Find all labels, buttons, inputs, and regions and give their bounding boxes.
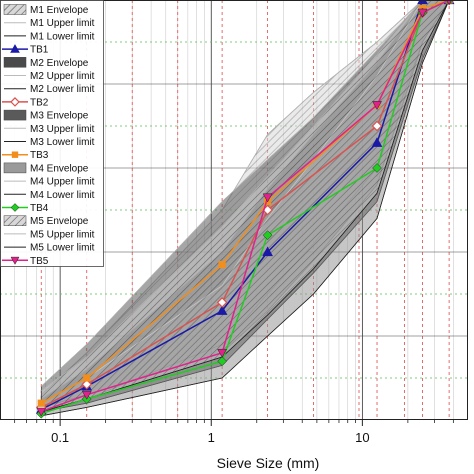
upper-limit-line <box>40 0 450 387</box>
data-point-tb2 <box>216 297 228 308</box>
legend-swatch <box>3 162 27 174</box>
data-point-tb3 <box>83 374 91 382</box>
legend-swatch <box>3 57 27 68</box>
legend: M1 Envelope M1 Upper limit M1 Lower limit T… <box>0 0 104 267</box>
envelope-layer <box>40 0 450 417</box>
legend-swatch <box>3 215 27 226</box>
legend-label: M4 Lower limit <box>30 190 95 201</box>
legend-marker <box>10 256 20 265</box>
legend-label: M5 Envelope <box>30 216 89 227</box>
legend-label: M3 Upper limit <box>30 124 95 135</box>
legend-marker <box>11 151 19 158</box>
legend-label: TB4 <box>30 203 49 214</box>
legend-marker <box>10 44 20 53</box>
x-tick-label: 0.1 <box>51 430 69 445</box>
data-point-tb4 <box>262 230 273 241</box>
legend-marker <box>10 203 20 212</box>
legend-label: TB1 <box>30 45 49 56</box>
data-point-tb1 <box>216 305 228 315</box>
data-point-tb4 <box>217 356 227 367</box>
legend-label: M1 Lower limit <box>30 31 95 42</box>
data-point-tb5 <box>36 407 47 417</box>
data-point-tb5 <box>262 193 273 203</box>
data-point-tb3 <box>37 399 45 407</box>
legend-swatch <box>3 4 27 15</box>
legend-label: M1 Upper limit <box>30 18 95 29</box>
lower-limit-line <box>41 0 450 417</box>
upper-limit-line <box>41 0 450 391</box>
legend-label: M5 Lower limit <box>30 243 95 254</box>
legend-label: M4 Envelope <box>30 163 89 174</box>
series-layer <box>35 0 455 419</box>
data-point-tb4 <box>372 163 382 173</box>
data-point-tb5 <box>372 101 382 111</box>
x-axis-title: Sieve Size (mm) <box>217 455 320 471</box>
legend-label: TB3 <box>30 150 49 161</box>
legend-label: M3 Envelope <box>30 111 89 122</box>
legend-marker <box>10 97 20 107</box>
legend-label: M4 Upper limit <box>30 177 95 188</box>
legend-label: M3 Lower limit <box>30 137 95 148</box>
x-axis: 0.1 1 10 <box>14 420 454 445</box>
data-point-tb5 <box>81 390 92 400</box>
legend-label: M2 Upper limit <box>30 71 95 82</box>
data-point-tb5 <box>417 8 428 18</box>
legend-swatch <box>3 109 27 121</box>
data-point-tb2 <box>371 120 383 132</box>
legend-label: TB2 <box>30 97 49 108</box>
legend-label: M2 Envelope <box>30 58 89 69</box>
legend-label: M5 Upper limit <box>30 229 95 240</box>
x-tick-label: 1 <box>208 430 215 445</box>
data-point-tb1 <box>262 246 273 257</box>
data-point-tb2 <box>81 378 93 390</box>
x-tick-label: 10 <box>355 430 369 445</box>
legend-label: TB5 <box>30 256 49 267</box>
legend-label: M1 Envelope <box>30 5 89 16</box>
data-point-tb3 <box>218 261 226 269</box>
data-point-tb1 <box>371 137 383 147</box>
legend-label: M2 Lower limit <box>30 84 95 95</box>
data-point-tb5 <box>217 348 228 358</box>
